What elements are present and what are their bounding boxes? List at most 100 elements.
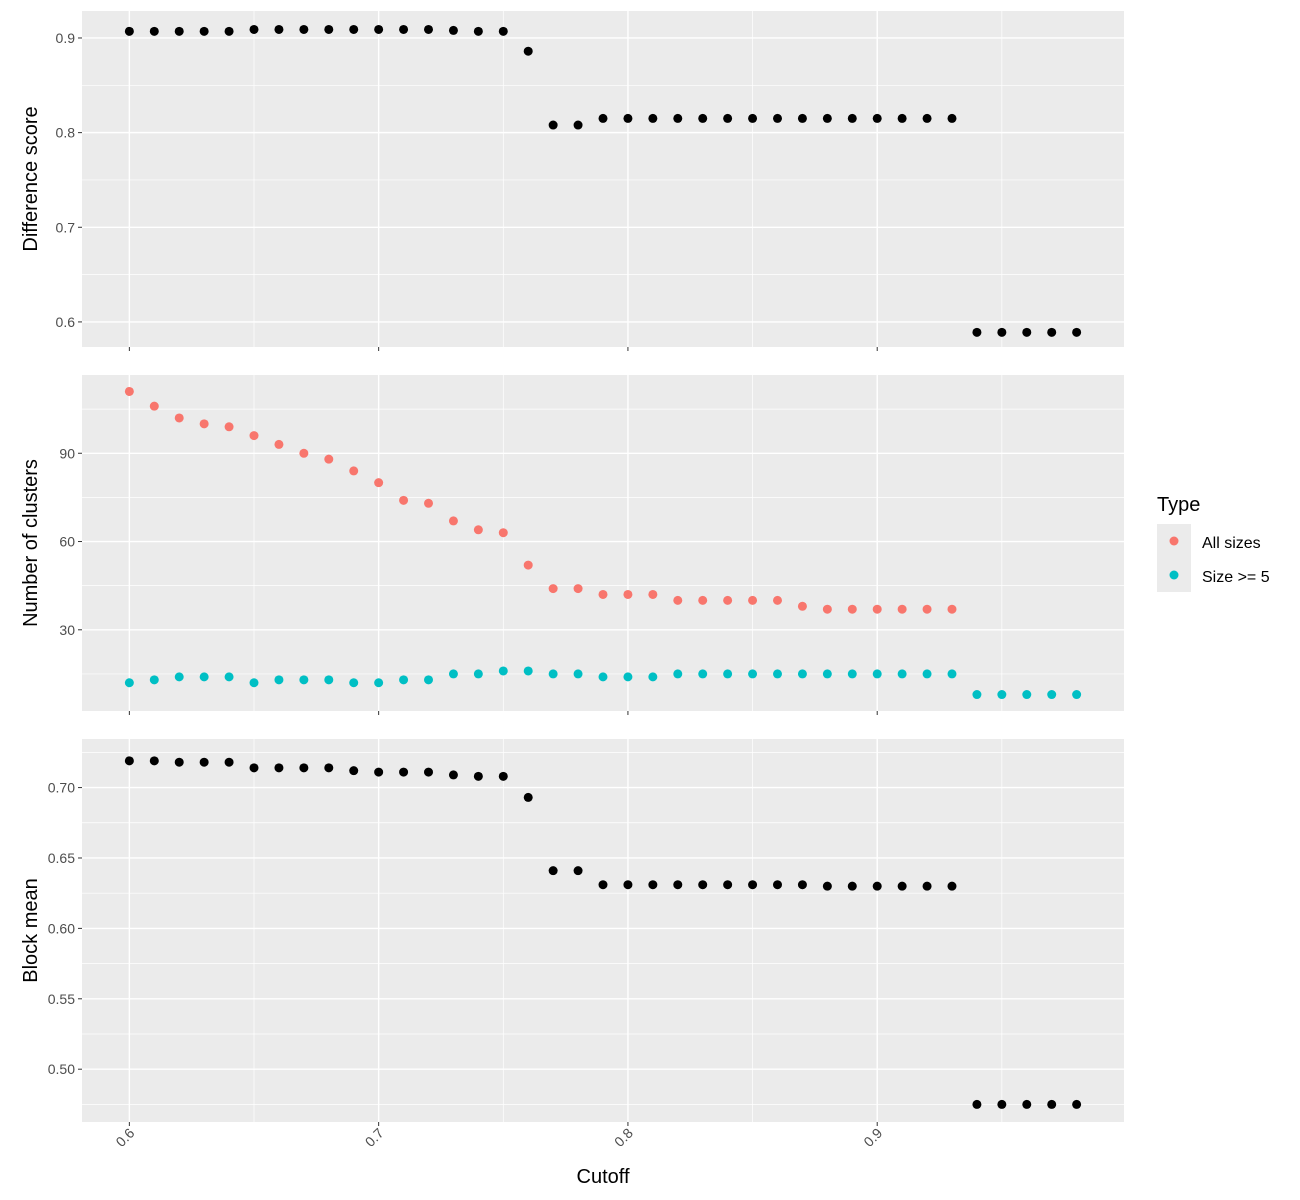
data-point bbox=[822, 604, 832, 614]
data-point bbox=[349, 766, 359, 776]
data-point bbox=[548, 866, 558, 876]
y-tick-label: 0.65 bbox=[48, 850, 75, 866]
data-point bbox=[748, 113, 758, 123]
y-tick-label: 30 bbox=[59, 622, 75, 638]
data-point bbox=[947, 604, 957, 614]
data-point bbox=[872, 881, 882, 891]
data-point bbox=[124, 678, 134, 688]
data-point bbox=[448, 25, 458, 35]
data-point bbox=[822, 113, 832, 123]
data-point bbox=[972, 1099, 982, 1109]
legend-title: Type bbox=[1157, 494, 1200, 516]
data-point bbox=[523, 46, 533, 56]
data-point bbox=[723, 113, 733, 123]
legend-key-size-ge-5-point bbox=[1169, 570, 1179, 580]
data-point bbox=[822, 669, 832, 679]
series-all-sizes bbox=[124, 386, 957, 614]
data-point bbox=[922, 113, 932, 123]
x-axis-ticks: 0.6 0.7 0.8 0.9 bbox=[112, 1125, 885, 1150]
data-point bbox=[623, 880, 633, 890]
data-point bbox=[249, 678, 259, 688]
data-point bbox=[548, 669, 558, 679]
y-axis-title: Difference score bbox=[20, 106, 42, 251]
data-point bbox=[399, 675, 409, 685]
x-tick-label: 0.9 bbox=[860, 1125, 885, 1150]
data-point bbox=[548, 120, 558, 130]
y-tick-label: 0.55 bbox=[48, 991, 75, 1007]
data-point bbox=[498, 26, 508, 36]
data-point bbox=[1072, 1099, 1082, 1109]
data-point bbox=[872, 113, 882, 123]
data-point bbox=[598, 880, 608, 890]
data-point bbox=[374, 478, 384, 488]
data-point bbox=[399, 24, 409, 34]
data-point bbox=[673, 880, 683, 890]
data-point bbox=[673, 113, 683, 123]
panel-number-of-clusters-background bbox=[82, 375, 1124, 711]
data-point bbox=[997, 1099, 1007, 1109]
data-point bbox=[324, 454, 334, 464]
data-point bbox=[723, 669, 733, 679]
x-tick-label: 0.8 bbox=[611, 1125, 636, 1150]
data-point bbox=[199, 757, 209, 767]
data-point bbox=[748, 669, 758, 679]
legend-label-size-ge-5: Size >= 5 bbox=[1202, 569, 1270, 586]
data-point bbox=[224, 757, 234, 767]
data-point bbox=[997, 327, 1007, 337]
data-point bbox=[224, 422, 234, 432]
data-point bbox=[1072, 327, 1082, 337]
data-point bbox=[498, 771, 508, 781]
data-point bbox=[698, 669, 708, 679]
data-point bbox=[349, 24, 359, 34]
data-point bbox=[374, 767, 384, 777]
data-point bbox=[748, 595, 758, 605]
data-point bbox=[922, 669, 932, 679]
data-point bbox=[847, 881, 857, 891]
data-point bbox=[274, 763, 284, 773]
data-point bbox=[922, 881, 932, 891]
data-point bbox=[797, 113, 807, 123]
panel-block-mean: 0.50 0.55 0.60 0.65 0.70 Block mean bbox=[20, 739, 1124, 1126]
data-point bbox=[1022, 1099, 1032, 1109]
data-point bbox=[673, 669, 683, 679]
data-point bbox=[972, 327, 982, 337]
data-point bbox=[299, 763, 309, 773]
data-point bbox=[748, 880, 758, 890]
series-default bbox=[124, 756, 1082, 1109]
data-point bbox=[124, 26, 134, 36]
legend-label-all-sizes: All sizes bbox=[1202, 535, 1261, 552]
panel-block-mean-background bbox=[82, 739, 1124, 1122]
data-point bbox=[274, 675, 284, 685]
data-point bbox=[772, 113, 782, 123]
data-point bbox=[1072, 690, 1082, 700]
data-point bbox=[199, 26, 209, 36]
data-point bbox=[448, 669, 458, 679]
data-point bbox=[199, 419, 209, 429]
data-point bbox=[972, 690, 982, 700]
data-point bbox=[523, 666, 533, 676]
y-tick-label: 0.8 bbox=[56, 125, 76, 141]
data-point bbox=[847, 669, 857, 679]
y-tick-label: 90 bbox=[59, 445, 75, 461]
data-point bbox=[947, 881, 957, 891]
legend: Type All sizes Size >= 5 bbox=[1157, 494, 1270, 592]
data-point bbox=[598, 672, 608, 682]
data-point bbox=[897, 669, 907, 679]
data-point bbox=[847, 604, 857, 614]
data-point bbox=[648, 672, 658, 682]
panel-number-of-clusters: 30 60 90 Number of clusters bbox=[20, 375, 1124, 715]
data-point bbox=[1022, 327, 1032, 337]
data-point bbox=[1022, 690, 1032, 700]
data-point bbox=[573, 669, 583, 679]
data-point bbox=[498, 666, 508, 676]
series-default bbox=[124, 24, 1082, 337]
data-point bbox=[349, 678, 359, 688]
x-axis-title: Cutoff bbox=[577, 1166, 630, 1188]
data-point bbox=[149, 401, 159, 411]
y-tick-label: 0.6 bbox=[56, 314, 76, 330]
y-axis-title: Number of clusters bbox=[20, 459, 42, 627]
data-point bbox=[149, 26, 159, 36]
data-point bbox=[922, 604, 932, 614]
data-point bbox=[623, 113, 633, 123]
data-point bbox=[174, 413, 184, 423]
